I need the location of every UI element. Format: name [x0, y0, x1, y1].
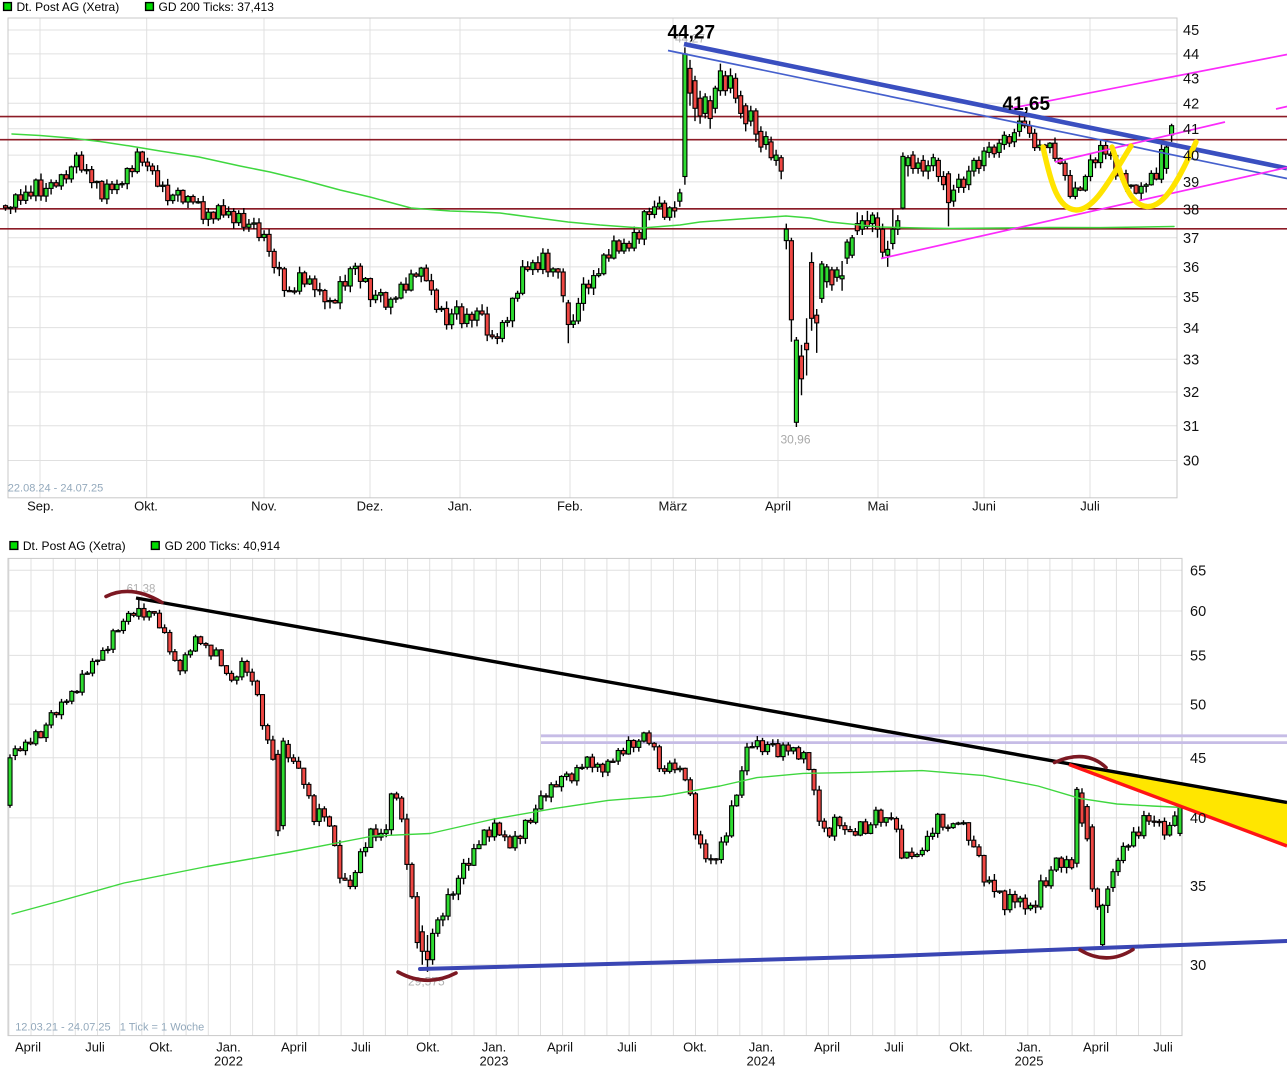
svg-text:30,96: 30,96 [781, 433, 811, 447]
svg-text:45: 45 [1190, 751, 1206, 767]
svg-text:65: 65 [1190, 563, 1206, 579]
svg-text:45: 45 [1183, 23, 1199, 39]
svg-text:Jan.: Jan. [749, 1040, 774, 1055]
svg-text:Okt.: Okt. [149, 1040, 173, 1055]
svg-text:April: April [765, 499, 791, 514]
svg-text:Sep.: Sep. [27, 499, 54, 514]
svg-text:Jan.: Jan. [448, 499, 473, 514]
svg-text:2023: 2023 [480, 1053, 509, 1068]
svg-text:Mai: Mai [868, 499, 889, 514]
svg-text:April: April [1083, 1040, 1109, 1055]
svg-text:39: 39 [1183, 175, 1199, 191]
svg-text:30: 30 [1190, 958, 1206, 974]
svg-text:Juli: Juli [1080, 499, 1100, 514]
svg-text:30: 30 [1183, 454, 1199, 470]
svg-text:31: 31 [1183, 419, 1199, 435]
svg-text:Okt.: Okt. [134, 499, 158, 514]
svg-text:34: 34 [1183, 321, 1199, 337]
svg-text:GD 200 Ticks: 37,413: GD 200 Ticks: 37,413 [159, 0, 275, 14]
svg-text:41: 41 [1183, 122, 1199, 138]
svg-text:22.08.24 - 24.07.25: 22.08.24 - 24.07.25 [8, 482, 103, 494]
svg-text:40: 40 [1183, 148, 1199, 164]
svg-text:32: 32 [1183, 385, 1199, 401]
svg-text:44,27: 44,27 [675, 32, 705, 46]
svg-text:35: 35 [1190, 879, 1206, 895]
svg-text:Jan.: Jan. [1017, 1040, 1042, 1055]
svg-text:42: 42 [1183, 96, 1199, 112]
svg-text:Jan.: Jan. [216, 1040, 241, 1055]
svg-text:Juli: Juli [1153, 1040, 1173, 1055]
svg-text:Dt. Post AG (Xetra): Dt. Post AG (Xetra) [17, 0, 120, 14]
svg-text:2025: 2025 [1015, 1053, 1044, 1068]
svg-text:Dez.: Dez. [357, 499, 384, 514]
svg-text:Feb.: Feb. [557, 499, 583, 514]
svg-text:Dt. Post AG (Xetra): Dt. Post AG (Xetra) [23, 539, 126, 553]
svg-text:Okt.: Okt. [683, 1040, 707, 1055]
svg-text:Okt.: Okt. [416, 1040, 440, 1055]
svg-text:Juli: Juli [884, 1040, 904, 1055]
svg-text:April: April [814, 1040, 840, 1055]
svg-text:38: 38 [1183, 203, 1199, 219]
svg-text:44: 44 [1183, 47, 1199, 63]
svg-text:35: 35 [1183, 290, 1199, 306]
svg-text:April: April [15, 1040, 41, 1055]
svg-text:Nov.: Nov. [251, 499, 277, 514]
svg-text:April: April [281, 1040, 307, 1055]
svg-text:Juli: Juli [85, 1040, 105, 1055]
svg-text:Juni: Juni [972, 499, 996, 514]
svg-text:12.03.21 - 24.07.25 1 Tick =: 12.03.21 - 24.07.25 1 Tick = 1 Woche [15, 1022, 204, 1034]
svg-text:36: 36 [1183, 260, 1199, 276]
svg-text:Juli: Juli [617, 1040, 637, 1055]
svg-text:April: April [547, 1040, 573, 1055]
svg-text:März: März [659, 499, 688, 514]
svg-text:2024: 2024 [747, 1053, 776, 1068]
svg-text:60: 60 [1190, 604, 1206, 620]
svg-text:37: 37 [1183, 231, 1199, 247]
svg-text:44,27: 44,27 [668, 23, 716, 44]
svg-text:2022: 2022 [214, 1053, 243, 1068]
svg-text:40: 40 [1190, 811, 1206, 827]
svg-text:33: 33 [1183, 353, 1199, 369]
svg-text:Juli: Juli [351, 1040, 371, 1055]
svg-text:55: 55 [1190, 649, 1206, 665]
svg-text:GD 200 Ticks: 40,914: GD 200 Ticks: 40,914 [165, 539, 281, 553]
svg-text:41,65: 41,65 [1003, 94, 1051, 115]
svg-text:Jan.: Jan. [482, 1040, 507, 1055]
svg-text:43: 43 [1183, 72, 1199, 88]
svg-text:Okt.: Okt. [949, 1040, 973, 1055]
svg-text:50: 50 [1190, 697, 1206, 713]
